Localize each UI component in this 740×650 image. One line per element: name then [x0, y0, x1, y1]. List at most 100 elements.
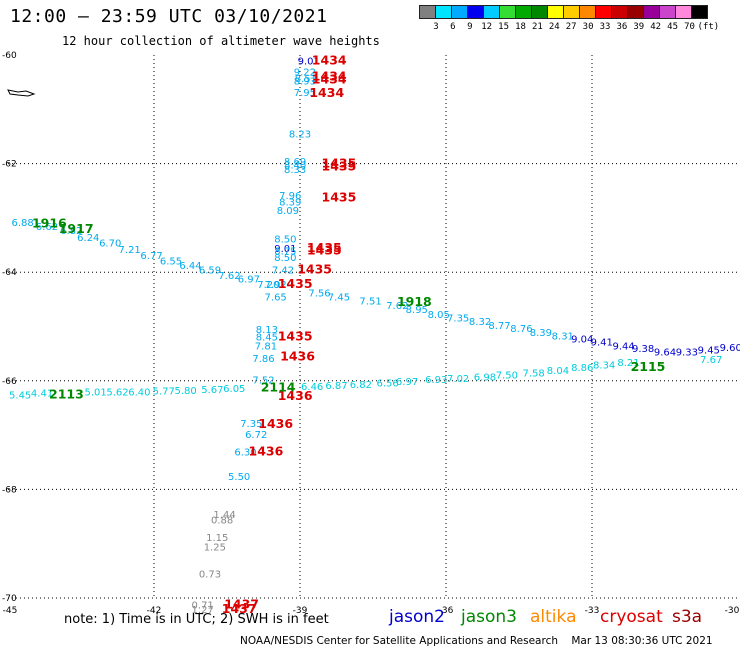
track-time-label: 1435 [307, 240, 342, 255]
coastline-fragment [7, 89, 36, 97]
track-time-label: 2113 [49, 386, 84, 401]
wave-height-value: 5.45 [9, 390, 31, 401]
wave-height-value: 8.50 [274, 253, 296, 264]
wave-height-value: 6.77 [140, 251, 162, 262]
color-scale-unit: (ft) [697, 22, 720, 32]
page-title: 12:00 – 23:59 UTC 03/10/2021 [10, 6, 328, 27]
wave-height-value: 6.70 [99, 238, 121, 249]
wave-height-value: 9.04 [571, 334, 593, 345]
longitude-label: -39 [293, 606, 308, 616]
wave-height-value: 6.55 [160, 256, 182, 267]
longitude-label: -45 [3, 606, 18, 616]
wave-height-value: 7.86 [252, 354, 274, 365]
wave-height-value: 6.82 [60, 226, 82, 237]
wave-height-value: 8.34 [593, 361, 615, 372]
wave-height-value: 8.45 [256, 332, 278, 343]
wave-height-value: 8.77 [488, 321, 510, 332]
wave-height-value: 1.15 [206, 533, 228, 544]
wave-height-value: 8.21 [617, 358, 639, 369]
wave-height-value: 4.41 [31, 389, 53, 400]
wave-height-value: 9.22 [294, 67, 316, 78]
longitude-label: -36 [439, 606, 454, 616]
track-time-label: 1435 [322, 158, 357, 173]
wave-height-value: 7.62 [386, 301, 408, 312]
longitude-label: -30 [725, 606, 740, 616]
track-time-label: 2115 [631, 359, 666, 374]
wave-height-value: 6.97 [396, 377, 418, 388]
wave-height-value: 6.82 [350, 380, 372, 391]
track-time-label: 1435 [307, 242, 342, 257]
wave-height-value: 6.24 [77, 233, 99, 244]
wave-height-value: 6.59 [199, 265, 221, 276]
wave-height-value: 6.87 [325, 381, 347, 392]
track-time-label: 1434 [312, 69, 347, 84]
wave-height-value: 9.41 [591, 338, 613, 349]
wave-height-value: 8.40 [284, 161, 306, 172]
wave-height-value: 9.44 [613, 342, 635, 353]
wave-height-value: 8.75 [274, 246, 296, 257]
color-scale-label: 45 [667, 22, 679, 32]
wave-height-value: 8.13 [256, 325, 278, 336]
wave-height-value: 6.98 [474, 372, 496, 383]
wave-height-value: 6.93 [425, 375, 447, 386]
track-time-label: 1434 [309, 85, 344, 100]
latitude-label: -62 [2, 160, 17, 170]
color-scale-label: 70 [684, 22, 695, 32]
wave-height-value: 6.30 [234, 447, 256, 458]
axis-labels: -45 -42 -39 -36 -33 -30 -60 -62 -64 -66 -68 -70 [2, 51, 740, 616]
wave-height-value: 6.62 [36, 222, 58, 233]
wave-height-value: 5.67 [201, 385, 223, 396]
track-time-label: 1434 [312, 52, 347, 67]
wave-height-value: 5.50 [228, 472, 250, 483]
wave-height-value: 9.60 [720, 343, 740, 354]
wave-height-value: 7.52 [252, 376, 274, 387]
latitude-label: -68 [2, 485, 17, 495]
latitude-label: -66 [2, 377, 17, 387]
color-scale-label: 39 [633, 22, 645, 32]
satellite-legend-cryosat: cryosat [600, 607, 663, 627]
wave-height-value: 8.04 [547, 366, 569, 377]
satellite-legend-s3a: s3a [672, 607, 703, 627]
color-scale-label: 6 [450, 22, 456, 32]
longitude-label: -42 [147, 606, 162, 616]
wave-height-value: 8.86 [571, 363, 593, 374]
wave-height-value: 7.45 [328, 293, 350, 304]
wave-height-value: 8.05 [428, 310, 450, 321]
wave-height-value: 9.01 [298, 56, 320, 67]
wave-height-value: 7.50 [496, 370, 518, 381]
wave-height-value: 6.88 [11, 218, 33, 229]
footnote: note: 1) Time is in UTC; 2) SWH is in fe… [64, 612, 329, 627]
satellite-legend-altika: altika [530, 607, 577, 627]
wave-height-value: 8.32 [469, 317, 491, 328]
wave-height-value: 5.01 [84, 388, 106, 399]
track-time-label: 1436 [249, 443, 284, 458]
wave-height-value: 1.25 [204, 542, 226, 553]
wave-height-value: 0.71 [192, 601, 214, 612]
wave-height-value: 9.45 [698, 345, 720, 356]
wave-height-value: 7.42 [272, 265, 294, 276]
wave-height-value: 7.35 [240, 419, 262, 430]
wave-height-value: 1.27 [192, 605, 214, 616]
wave-height-value: 7.58 [522, 369, 544, 380]
longitude-label: -33 [585, 606, 600, 616]
wave-height-value: 8.31 [552, 332, 574, 343]
wave-height-value: 6.72 [245, 430, 267, 441]
latitude-label: -64 [2, 268, 17, 278]
lat-lon-grid [8, 55, 738, 599]
wave-height-value: 8.93 [294, 77, 316, 88]
track-time-label: 1435 [278, 276, 313, 291]
wave-height-value: 6.56 [376, 378, 398, 389]
track-time-label: 1434 [312, 71, 347, 86]
track-time-label: 1436 [258, 416, 293, 431]
wave-height-value: 8.95 [406, 305, 428, 316]
color-scale-label: 27 [565, 22, 577, 32]
color-scale-label: 18 [515, 22, 526, 32]
color-scale-label: 15 [498, 22, 510, 32]
track-time-label: 1435 [297, 261, 332, 276]
wave-height-value: 9.64 [654, 347, 676, 358]
wave-height-value: 6.46 [301, 382, 323, 393]
wave-height-value: 7.35 [447, 313, 469, 324]
wave-height-value: 8.39 [279, 198, 301, 209]
wave-height-value: 7.95 [294, 88, 316, 99]
